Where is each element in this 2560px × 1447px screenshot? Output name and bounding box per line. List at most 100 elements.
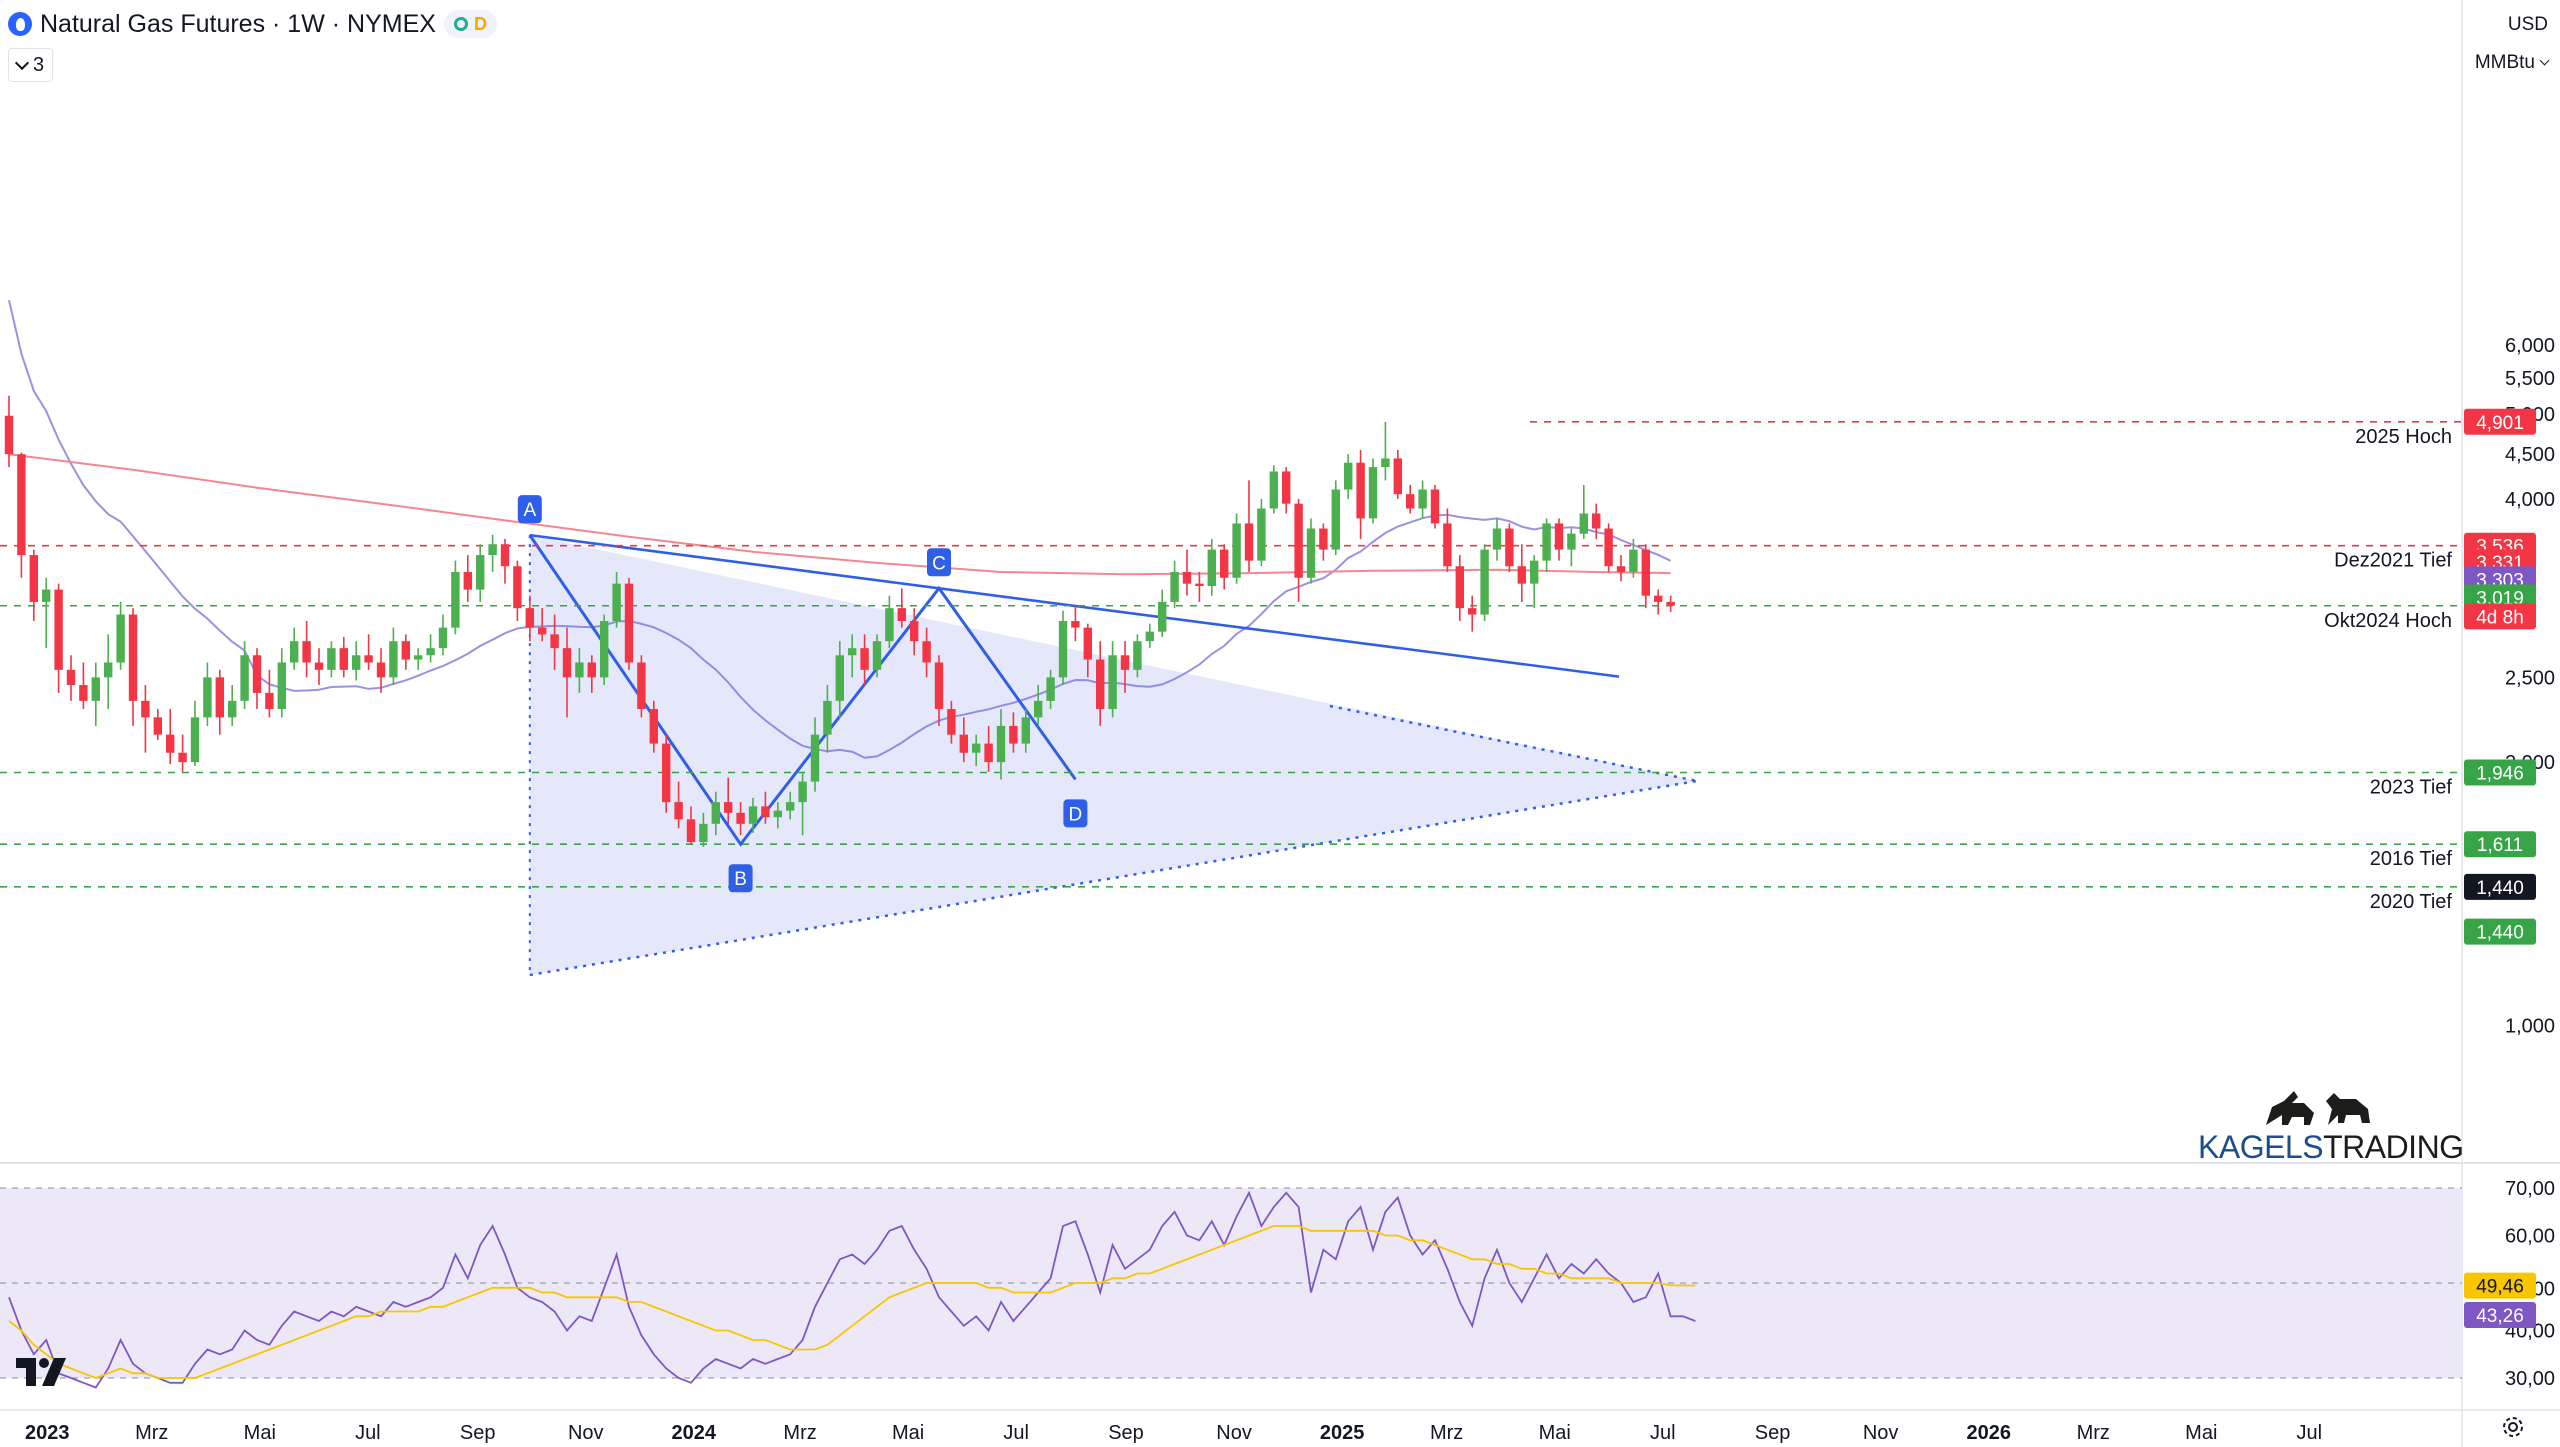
candle-body [1356,462,1365,519]
candle-body [1592,513,1601,529]
candle-body [1542,523,1551,561]
candle-body [277,662,286,710]
candle [798,771,807,836]
candle-body [1158,601,1167,632]
candle [624,577,634,670]
candle [1393,450,1402,499]
candle [426,634,435,663]
candle-body [786,802,795,811]
candle-body [724,802,733,813]
candle-body [215,677,224,718]
level-label-3,019: Okt2024 Hoch [2324,610,2452,632]
time-tick-label: Nov [1863,1422,1899,1444]
candle [1492,518,1502,561]
candle [649,700,658,753]
candle [1641,544,1650,609]
time-tick-label: Mai [892,1422,924,1444]
candle [302,621,311,678]
candle [1666,595,1675,612]
candle [587,655,596,693]
market-status-badge[interactable]: D [443,10,497,38]
candle-body [1567,533,1576,550]
candle [860,634,869,686]
candle [959,717,968,763]
price-tick-label: 1,000 [2505,1015,2555,1037]
candle-body [1393,458,1402,495]
candle [290,627,299,670]
level-label-1,440: 2020 Tief [2370,891,2453,913]
candle-body [1616,566,1626,572]
candle-body [476,555,485,590]
symbol-title[interactable]: Natural Gas Futures · 1W · NYMEX [40,9,436,38]
chevron-down-icon [14,55,30,70]
candle [1133,634,1142,678]
candle-body [1666,601,1675,606]
candle [761,791,770,824]
candle-body [575,662,584,678]
time-tick-label: 2025 [1320,1422,1365,1444]
candle-body [29,555,38,602]
candle [1058,610,1068,686]
candle [748,797,758,833]
candle-body [203,677,212,718]
candle-body [1170,571,1179,602]
candle [1096,641,1105,726]
candle-body [178,752,187,763]
candle [79,662,88,710]
candle [600,614,609,686]
candle [166,709,175,765]
candle [972,734,981,766]
candle [252,648,262,710]
candle [1009,712,1018,753]
candle-body [525,608,534,628]
candle-body [153,717,162,735]
candle-body [389,641,398,678]
candle-body [1195,583,1204,587]
time-tick-label: Mai [1539,1422,1571,1444]
candle-body [1232,523,1241,578]
candle-body [1244,523,1254,561]
candle [1567,528,1576,567]
rsi-badge [2464,1272,2536,1299]
pattern-point-label: B [734,869,747,890]
candle [116,601,125,670]
candle [1368,458,1378,524]
candle-body [1306,528,1316,578]
candle-body [934,662,944,710]
candle-body [972,743,981,753]
candle [1034,685,1043,726]
price-badge-label: 1,946 [2476,764,2524,785]
settings-gear-icon[interactable] [2500,1414,2526,1445]
unit-selector[interactable]: MMBtu [2469,46,2554,80]
candle [29,549,38,622]
candle-body [265,692,274,710]
time-tick-label: Sep [1755,1422,1791,1444]
chevron-down-icon [2539,55,2550,66]
candle-body [1021,717,1030,744]
candle [1616,555,1626,582]
candle [1381,421,1390,481]
tradingview-logo-icon[interactable] [16,1358,68,1391]
time-tick-label: Mrz [2077,1422,2110,1444]
currency-selector[interactable]: USD [2502,8,2554,42]
candle [438,614,448,656]
rsi-badge-label: 49,46 [2476,1277,2524,1298]
price-badge-label: 4,901 [2476,413,2524,434]
candle [1430,484,1440,529]
rsi-badge-label: 43,26 [2476,1306,2524,1327]
candle [1406,484,1415,514]
price-tick-label: 2,500 [2505,667,2555,689]
candle [538,608,547,642]
candle-body [1381,458,1390,468]
candle [376,648,386,693]
price-badge-label: 1,611 [2477,835,2523,856]
candle [500,538,510,584]
candle [1356,450,1365,539]
symbol-logo-icon[interactable] [8,12,32,36]
candle [104,634,113,710]
indicators-toggle-button[interactable]: 3 [8,48,54,82]
candle [1257,498,1266,567]
candle [848,634,857,678]
time-tick-label: Mai [2185,1422,2217,1444]
